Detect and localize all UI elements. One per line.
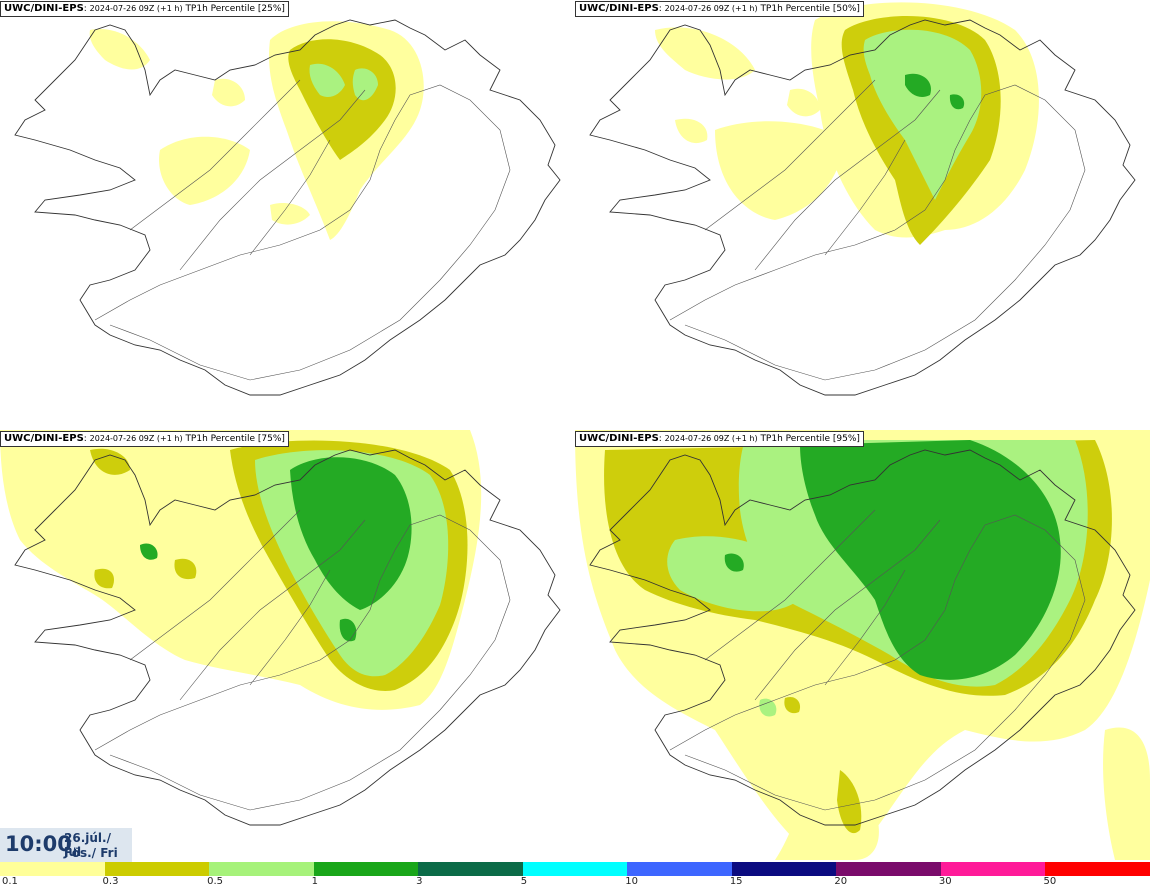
colorbar-tick-label: 1 — [311, 876, 318, 887]
precipitation-map — [575, 430, 1150, 860]
colorbar-tick-label: 30 — [938, 876, 952, 887]
colorbar-segment — [1045, 862, 1150, 876]
precip-field — [655, 2, 1039, 245]
colorbar-segment — [313, 862, 419, 876]
colorbar-segment — [731, 862, 837, 876]
colorbar-segment — [418, 862, 523, 876]
precipitation-map — [589, 2, 1136, 396]
map-panel-p75: UWC/DINI-EPS: 2024-07-26 09Z (+1 h) TP1h… — [0, 430, 575, 860]
map-panel-p95: UWC/DINI-EPS: 2024-07-26 09Z (+1 h) TP1h… — [575, 430, 1150, 860]
panel-title: UWC/DINI-EPS: 2024-07-26 09Z (+1 h) TP1h… — [0, 431, 289, 447]
colorbar-tick-labels: 0.1 0.3 0.5 1 3 5 10 15 20 30 50 — [0, 876, 1150, 891]
valid-time-box: 10:00 26.júl./ Jul Fös./ Fri — [0, 828, 132, 862]
precipitation-map — [14, 19, 561, 396]
colorbar-segment — [0, 862, 105, 876]
colorbar-tick-label: 5 — [520, 876, 528, 887]
colorbar-tick-label: 0.3 — [102, 876, 119, 887]
map-panel-p25: UWC/DINI-EPS: 2024-07-26 09Z (+1 h) TP1h… — [0, 0, 575, 430]
colorbar-segment — [627, 862, 732, 876]
colorbar-segment — [940, 862, 1046, 876]
colorbar-tick-label: 10 — [625, 876, 638, 887]
colorbar-segment — [209, 862, 314, 876]
panel-title: UWC/DINI-EPS: 2024-07-26 09Z (+1 h) TP1h… — [575, 431, 864, 447]
colorbar-tick-label: 50 — [1043, 876, 1057, 887]
panel-title: UWC/DINI-EPS: 2024-07-26 09Z (+1 h) TP1h… — [0, 1, 289, 17]
colorbar-tick-label: 3 — [416, 876, 423, 887]
precip-field — [0, 430, 482, 710]
precip-field — [575, 430, 1150, 860]
map-panel-p50: UWC/DINI-EPS: 2024-07-26 09Z (+1 h) TP1h… — [575, 0, 1150, 430]
colorbar-tick-label: 20 — [834, 876, 848, 887]
precipitation-colorbar — [0, 862, 1150, 876]
precipitation-map — [0, 430, 561, 826]
colorbar-segment — [836, 862, 941, 876]
colorbar-tick-label: 15 — [729, 876, 743, 887]
colorbar-segment — [522, 862, 628, 876]
valid-date-line1: 26.júl./ Jul — [64, 831, 111, 859]
panel-title: UWC/DINI-EPS: 2024-07-26 09Z (+1 h) TP1h… — [575, 1, 864, 17]
colorbar-segment — [104, 862, 210, 876]
colorbar-tick-label: 0.1 — [2, 876, 18, 887]
valid-date-line2: Fös./ Fri — [64, 846, 118, 860]
valid-time: 10:00 — [5, 832, 72, 856]
colorbar-tick-label: 0.5 — [207, 876, 223, 887]
precip-field — [89, 21, 424, 240]
